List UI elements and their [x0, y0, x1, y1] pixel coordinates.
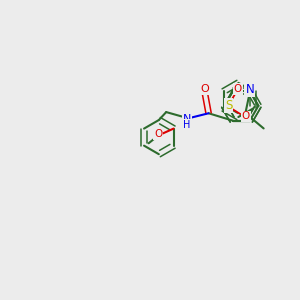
Text: O: O [234, 84, 242, 94]
Text: S: S [225, 99, 232, 112]
Text: O: O [154, 129, 162, 139]
Text: O: O [201, 84, 209, 94]
Text: O: O [242, 111, 250, 122]
Text: N: N [245, 83, 254, 96]
Text: N: N [183, 114, 191, 124]
Text: H: H [183, 120, 190, 130]
